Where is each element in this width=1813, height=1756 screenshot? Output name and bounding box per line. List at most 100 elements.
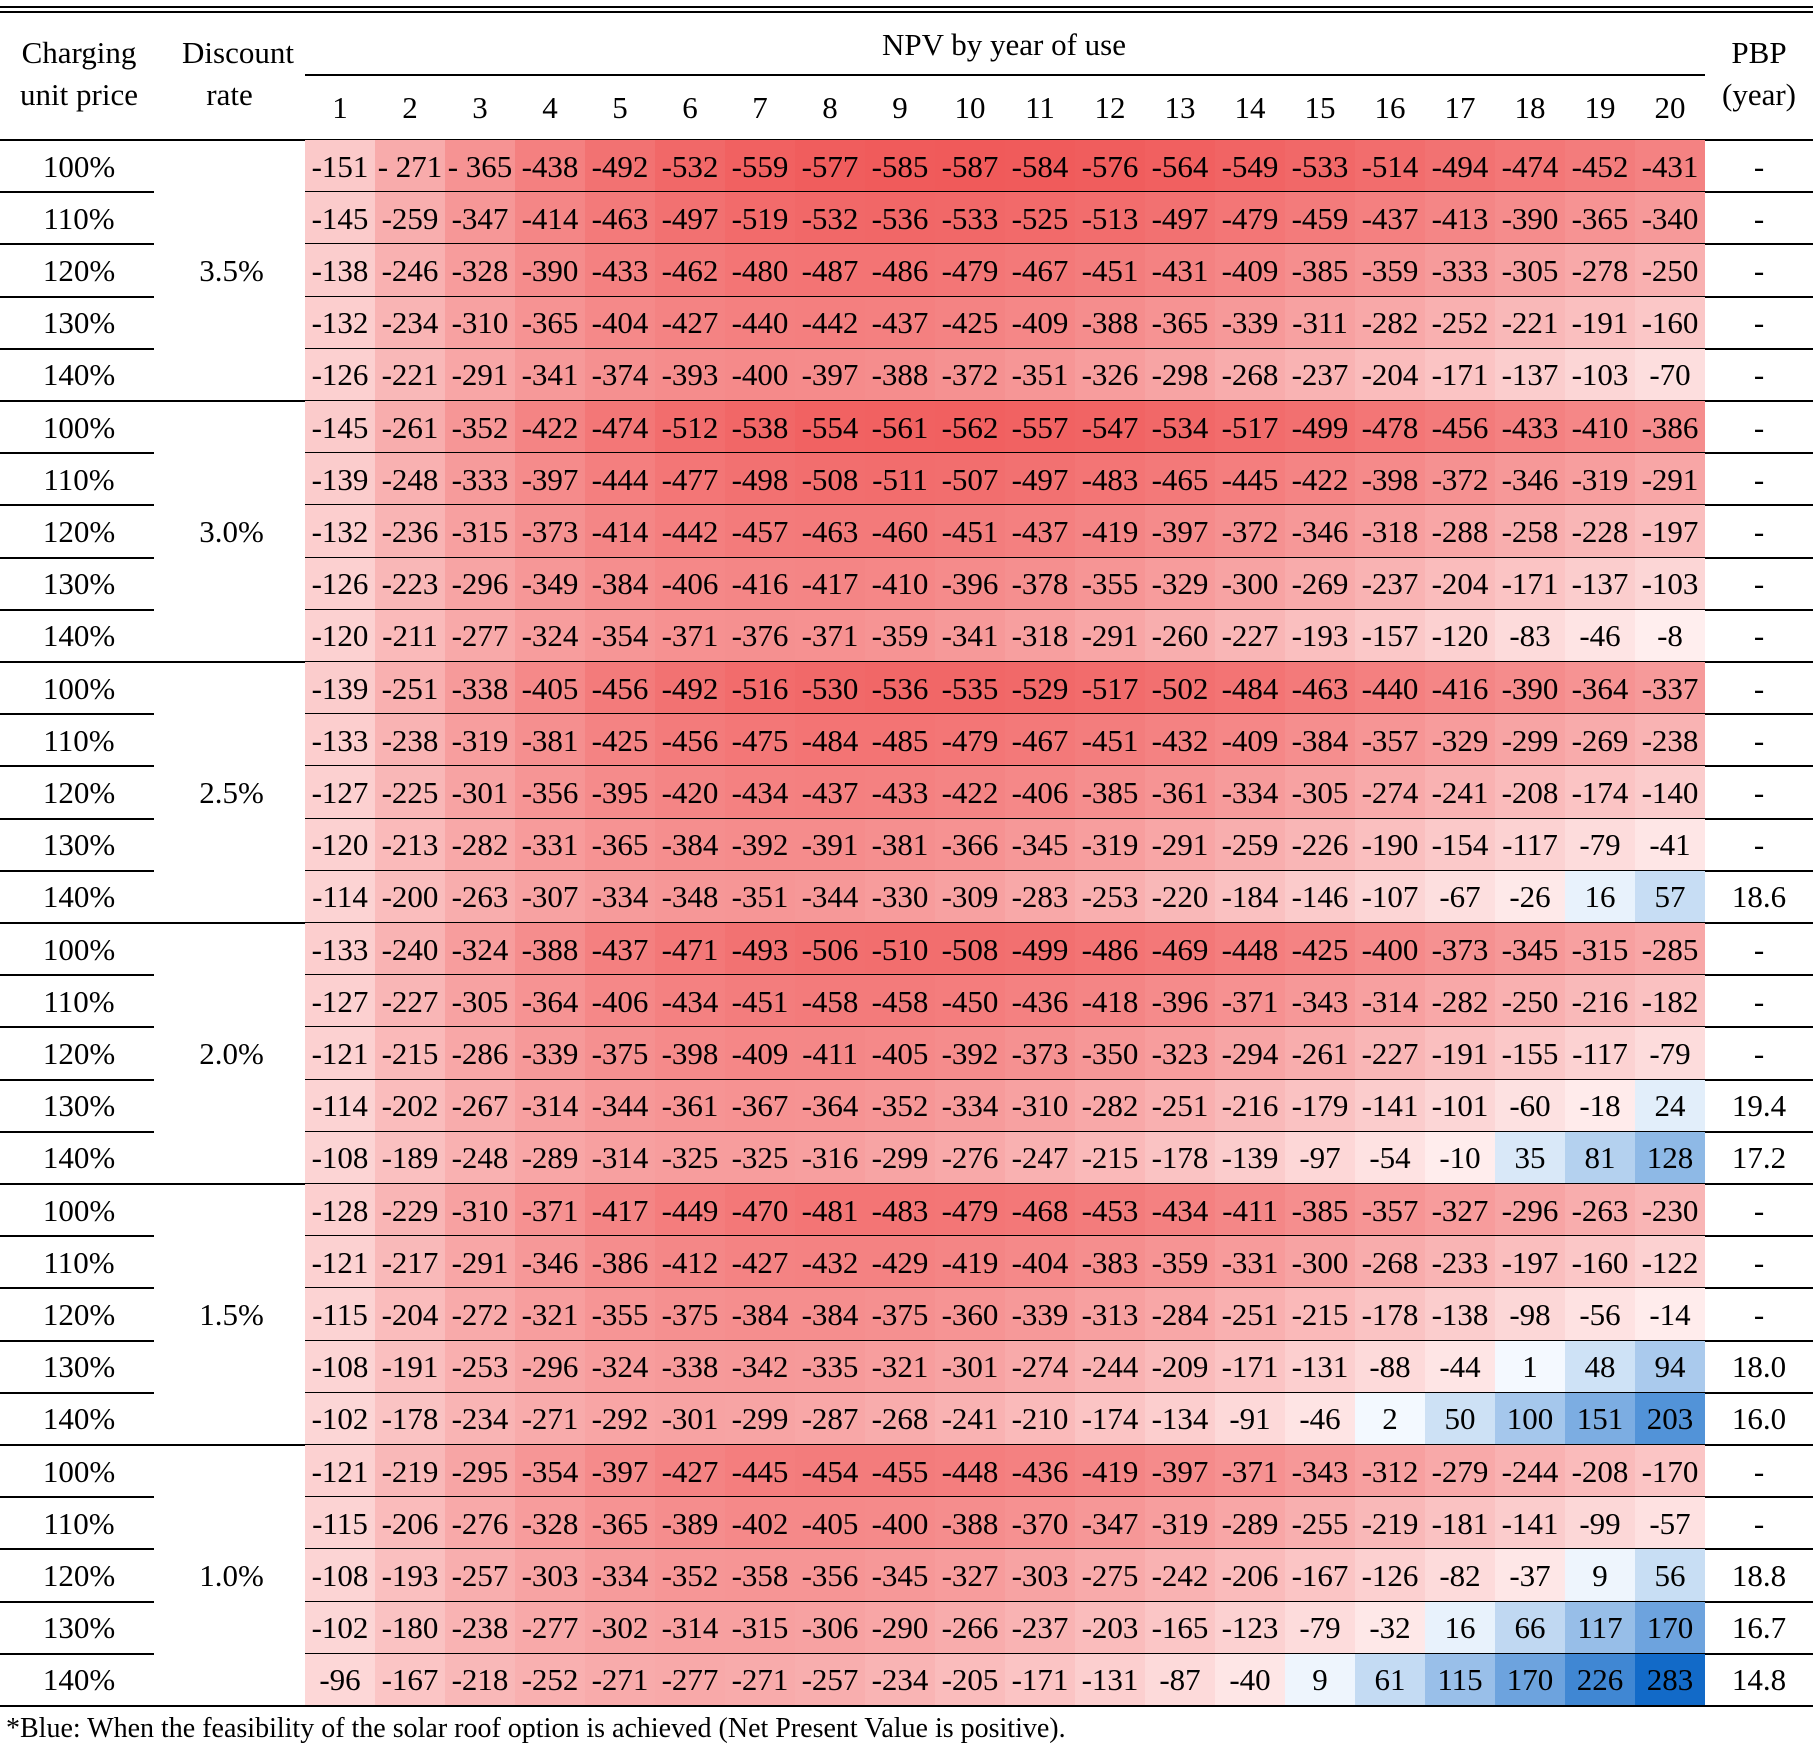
npv-cell: -40 [1215, 1653, 1285, 1706]
npv-cell: -529 [1005, 662, 1075, 715]
npv-cell: -385 [1285, 1184, 1355, 1237]
footnote: *Blue: When the feasibility of the solar… [6, 1713, 1066, 1744]
npv-cell: -483 [865, 1184, 935, 1237]
npv-cell: -352 [865, 1079, 935, 1132]
npv-cell: -121 [305, 1445, 375, 1498]
npv-cell: -463 [1285, 662, 1355, 715]
npv-cell: -409 [1005, 296, 1075, 349]
npv-cell: -193 [375, 1549, 445, 1602]
npv-cell: -525 [1005, 192, 1075, 245]
npv-cell: -338 [445, 662, 515, 715]
npv-cell: 9 [1565, 1549, 1635, 1602]
npv-cell: -279 [1425, 1445, 1495, 1498]
npv-cell: -386 [1635, 401, 1705, 454]
npv-cell: -396 [1145, 975, 1215, 1028]
price-cell: 120% [42, 513, 116, 549]
npv-cell: -250 [1635, 244, 1705, 297]
npv-cell: -331 [515, 818, 585, 871]
npv-cell: -246 [375, 244, 445, 297]
npv-cell: -155 [1495, 1027, 1565, 1080]
npv-cell: -410 [1565, 401, 1635, 454]
npv-cell: -364 [515, 975, 585, 1028]
npv-cell: -349 [515, 557, 585, 610]
price-cell: 140% [42, 357, 116, 393]
npv-cell: -508 [795, 453, 865, 506]
row-rule-values [305, 609, 1813, 611]
npv-cell: -393 [655, 348, 725, 401]
npv-cell: -120 [305, 609, 375, 662]
npv-cell: -241 [935, 1392, 1005, 1445]
npv-cell: -388 [1075, 296, 1145, 349]
price-cell: 140% [42, 1401, 116, 1437]
pbp-cell: 14.8 [1731, 1662, 1787, 1698]
npv-cell: -171 [1005, 1653, 1075, 1706]
row-rule-values [305, 1026, 1813, 1028]
npv-cell: -434 [1145, 1184, 1215, 1237]
header-pbp: PBP (year) [1722, 35, 1796, 112]
npv-cell: 226 [1565, 1653, 1635, 1706]
npv-cell: -444 [585, 453, 655, 506]
npv-cell: -301 [655, 1392, 725, 1445]
npv-cell: -477 [655, 453, 725, 506]
npv-cell: -547 [1075, 401, 1145, 454]
npv-cell: -251 [1145, 1079, 1215, 1132]
row-rule-price [0, 191, 154, 193]
npv-cell: -14 [1635, 1288, 1705, 1341]
npv-cell: -178 [375, 1392, 445, 1445]
pbp-cell: - [1753, 1505, 1765, 1541]
npv-cell: -419 [1075, 505, 1145, 558]
npv-cell: -385 [1075, 766, 1145, 819]
npv-cell: -208 [1565, 1445, 1635, 1498]
npv-cell: -191 [1565, 296, 1635, 349]
pbp-cell: 16.7 [1731, 1610, 1787, 1646]
row-rule-values [305, 1653, 1813, 1655]
npv-cell: -312 [1355, 1445, 1425, 1498]
npv-cell: -467 [1005, 714, 1075, 767]
npv-cell: -497 [1005, 453, 1075, 506]
npv-cell: -384 [725, 1288, 795, 1341]
npv-cell: -141 [1355, 1079, 1425, 1132]
year-header-19: 19 [1584, 89, 1616, 125]
row-rule-price [0, 1235, 154, 1237]
npv-cell: -354 [585, 609, 655, 662]
row-rule-values [305, 1392, 1813, 1394]
npv-cell: -341 [935, 609, 1005, 662]
npv-cell: -384 [585, 557, 655, 610]
year-header-7: 7 [752, 89, 768, 125]
npv-cell: -288 [1425, 505, 1495, 558]
price-cell: 130% [42, 827, 116, 863]
npv-cell: -267 [445, 1079, 515, 1132]
year-header-6: 6 [682, 89, 698, 125]
npv-cell: -344 [585, 1079, 655, 1132]
npv-cell: -204 [1355, 348, 1425, 401]
npv-cell: -355 [585, 1288, 655, 1341]
npv-cell: -139 [1215, 1131, 1285, 1184]
npv-cell: -356 [515, 766, 585, 819]
npv-cell: -333 [445, 453, 515, 506]
price-cell: 130% [42, 305, 116, 341]
pbp-cell: - [1753, 827, 1765, 863]
price-cell: 110% [43, 983, 115, 1019]
npv-cell: -462 [655, 244, 725, 297]
npv-cell: -91 [1215, 1392, 1285, 1445]
npv-cell: -419 [935, 1236, 1005, 1289]
npv-cell: -413 [1425, 192, 1495, 245]
npv-cell: -103 [1565, 348, 1635, 401]
npv-cell: -425 [585, 714, 655, 767]
npv-cell: 115 [1425, 1653, 1495, 1706]
npv-cell: -365 [585, 1497, 655, 1550]
npv-cell: -487 [795, 244, 865, 297]
npv-cell: -427 [655, 1445, 725, 1498]
npv-cell: -334 [935, 1079, 1005, 1132]
npv-cell: -397 [585, 1445, 655, 1498]
npv-cell: -562 [935, 401, 1005, 454]
npv-cell: -294 [1215, 1027, 1285, 1080]
row-rule-values [305, 348, 1813, 350]
npv-cell: -210 [1005, 1392, 1075, 1445]
npv-cell: -220 [1145, 870, 1215, 923]
npv-cell: -365 [585, 818, 655, 871]
price-cell: 110% [43, 461, 115, 497]
npv-cell: -248 [445, 1131, 515, 1184]
npv-cell: -459 [1285, 192, 1355, 245]
npv-cell: -171 [1425, 348, 1495, 401]
